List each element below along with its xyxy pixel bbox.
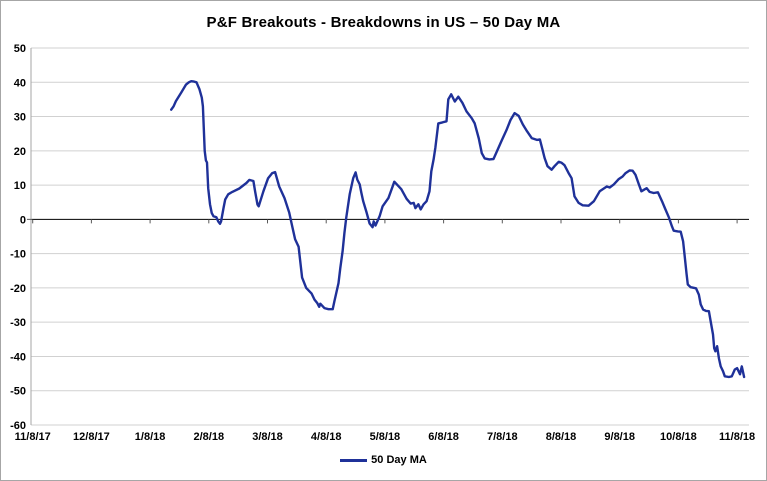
x-tick-label: 5/8/18 <box>370 431 401 443</box>
x-tick-label: 3/8/18 <box>252 431 283 443</box>
x-tick-label: 7/8/18 <box>487 431 518 443</box>
x-tick-label: 12/8/17 <box>73 431 110 443</box>
y-tick-label: -40 <box>10 351 26 363</box>
y-tick-label: -30 <box>10 317 26 329</box>
legend-label: 50 Day MA <box>371 454 427 466</box>
x-tick-label: 2/8/18 <box>194 431 225 443</box>
y-tick-label: 30 <box>14 112 26 124</box>
x-tick-label: 10/8/18 <box>660 431 697 443</box>
y-tick-label: 20 <box>14 146 26 158</box>
y-tick-label: -50 <box>10 386 26 398</box>
x-tick-label: 11/8/17 <box>15 431 51 443</box>
x-tick-label: 11/8/18 <box>719 431 755 443</box>
x-tick-label: 8/8/18 <box>546 431 577 443</box>
chart-title: P&F Breakouts - Breakdowns in US – 50 Da… <box>206 14 561 31</box>
series-line-50-day-ma <box>169 79 746 379</box>
legend-line-swatch <box>340 458 368 462</box>
y-tick-label: 40 <box>14 77 26 89</box>
x-tick-label: 9/8/18 <box>604 431 635 443</box>
y-tick-label: -60 <box>10 420 26 432</box>
y-tick-label: -10 <box>10 249 26 261</box>
x-tick-label: 4/8/18 <box>311 431 342 443</box>
x-tick-label: 1/8/18 <box>135 431 166 443</box>
y-tick-label: 50 <box>14 43 26 55</box>
y-tick-label: 10 <box>14 180 26 192</box>
y-tick-label: 0 <box>20 214 26 226</box>
legend: 50 Day MA <box>1 454 766 466</box>
x-tick-label: 6/8/18 <box>428 431 459 443</box>
y-tick-label: -20 <box>10 283 26 295</box>
